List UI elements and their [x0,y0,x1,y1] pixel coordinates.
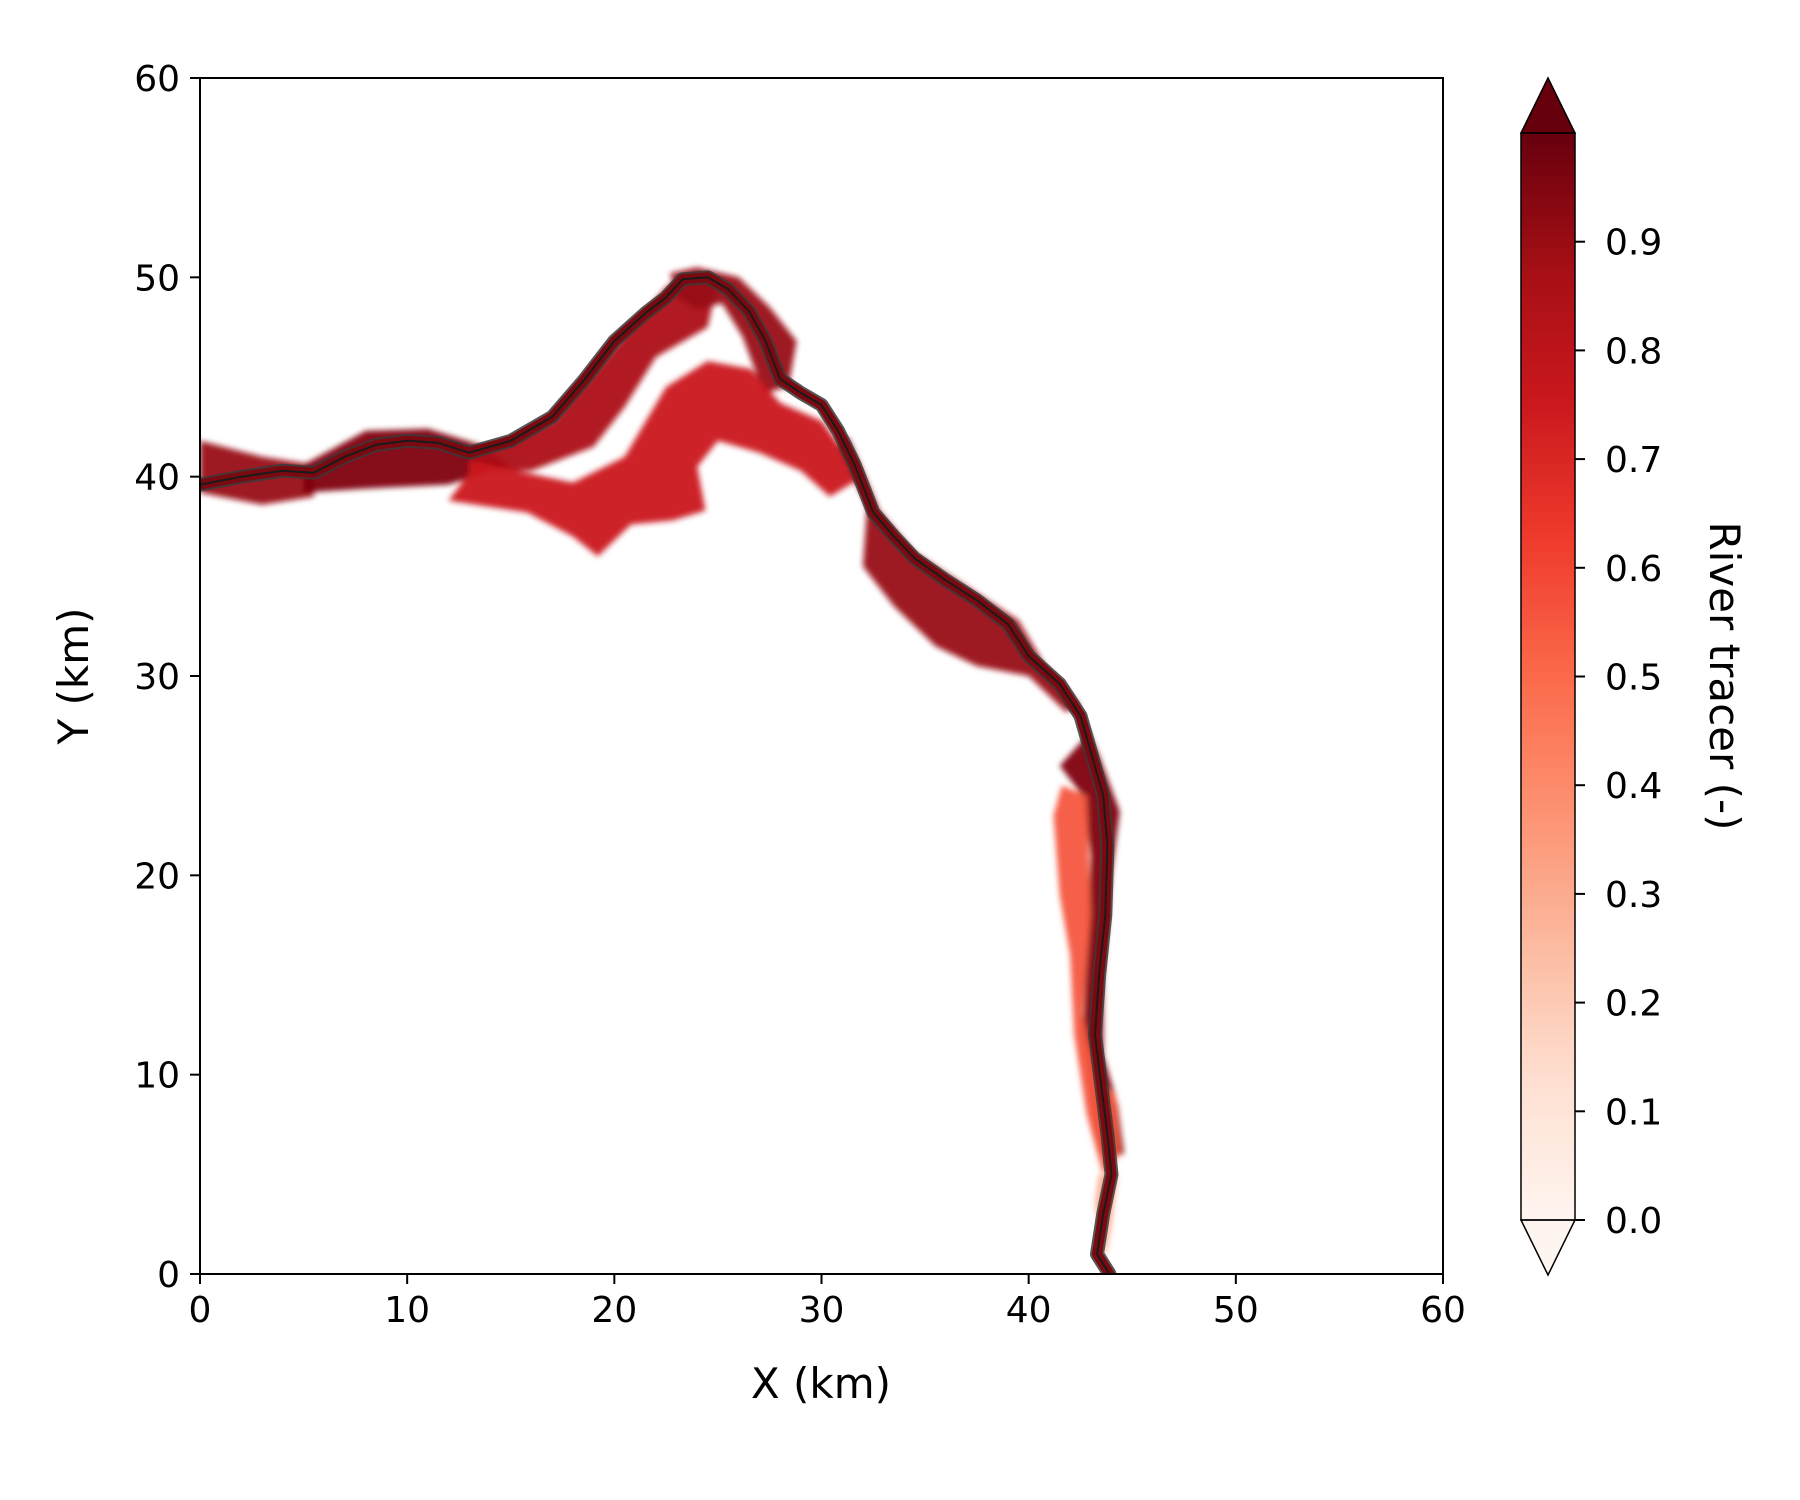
plot-background [200,78,1443,1274]
colorbar-extend-min [1519,1219,1577,1277]
y-tick-label: 20 [134,856,180,897]
x-tick-label: 30 [799,1290,845,1331]
x-tick-label: 60 [1420,1290,1466,1331]
y-tick-label: 10 [134,1056,180,1097]
colorbar-tick-label: 0.9 [1605,223,1662,264]
y-axis: 0 10 20 30 40 50 60 [134,59,200,1296]
tracer-region-7 [1053,785,1120,1175]
x-tick-label: 40 [1006,1290,1052,1331]
colorbar-tick-label: 0.2 [1605,984,1662,1025]
colorbar-ticks: 0.0 0.1 0.2 0.3 0.4 0.5 0.6 0.7 0.8 0.9 [1575,223,1662,1242]
colorbar: 0.0 0.1 0.2 0.3 0.4 0.5 0.6 0.7 0.8 0.9 River tra… [1519,76,1749,1277]
colorbar-tick-label: 0.0 [1605,1201,1662,1242]
y-tick-label: 0 [157,1255,180,1296]
tracer-region-4 [448,361,863,557]
tracer-region-3 [670,267,797,393]
x-tick-label: 0 [189,1290,212,1331]
river-outline [200,270,1119,1274]
y-tick-label: 50 [134,258,180,299]
river-centerline [200,276,1113,1274]
x-tick-label: 50 [1213,1290,1259,1331]
colorbar-tick-label: 0.6 [1605,549,1662,590]
colorbar-tick-label: 0.3 [1605,875,1662,916]
x-axis: 0 10 20 30 40 50 60 [189,1274,1466,1331]
colorbar-extend-max [1519,76,1577,134]
y-axis-label: Y (km) [49,607,98,745]
colorbar-label: River tracer (-) [1700,521,1749,830]
y-tick-label: 40 [134,458,180,499]
x-tick-label: 20 [591,1290,637,1331]
colorbar-tick-label: 0.7 [1605,440,1662,481]
x-axis-label: X (km) [751,1359,891,1408]
y-tick-label: 60 [134,59,180,100]
colorbar-tick-label: 0.5 [1605,658,1662,699]
y-tick-label: 30 [134,657,180,698]
colorbar-tick-label: 0.4 [1605,766,1662,807]
colorbar-tick-label: 0.8 [1605,331,1662,372]
x-tick-label: 10 [384,1290,430,1331]
colorbar-tick-label: 0.1 [1605,1092,1662,1133]
colorbar-gradient [1521,133,1575,1220]
